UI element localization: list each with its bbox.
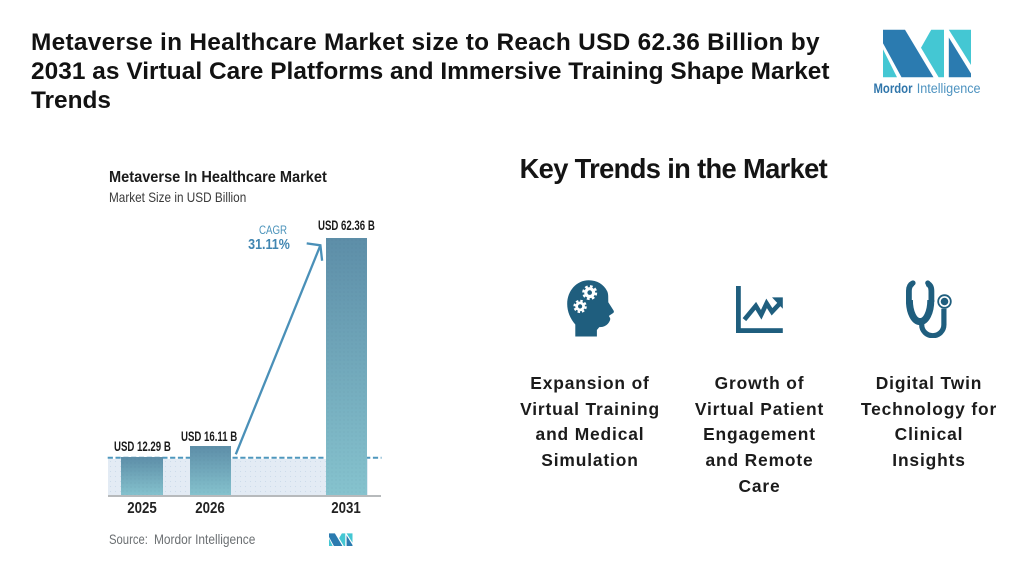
svg-text:Intelligence: Intelligence <box>917 81 981 96</box>
svg-text:Mordor: Mordor <box>874 81 914 96</box>
